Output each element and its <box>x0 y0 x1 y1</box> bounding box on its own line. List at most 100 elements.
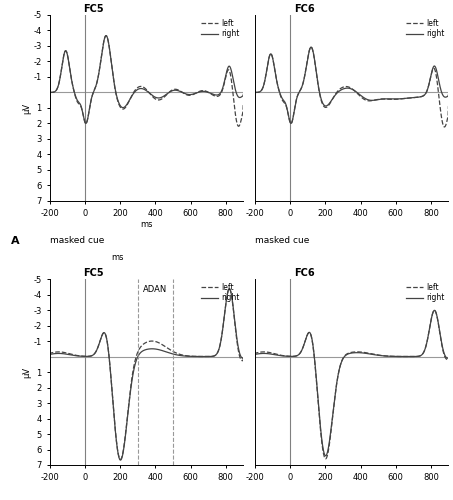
Line: left: left <box>50 36 243 126</box>
right <box>323 453 328 459</box>
Text: FC5: FC5 <box>83 4 103 14</box>
right <box>241 354 246 360</box>
Legend: left, right: left, right <box>406 283 445 302</box>
right <box>67 64 72 70</box>
Legend: left, right: left, right <box>406 19 445 38</box>
left <box>442 124 447 130</box>
right <box>386 96 391 102</box>
right <box>202 354 207 360</box>
left <box>337 86 343 91</box>
left <box>308 44 314 50</box>
right <box>126 99 131 105</box>
left <box>331 94 336 100</box>
Text: masked cue: masked cue <box>255 236 309 246</box>
left <box>180 352 186 358</box>
Line: right: right <box>50 36 243 124</box>
right <box>198 354 204 360</box>
right <box>272 352 277 358</box>
left <box>180 90 186 96</box>
left <box>337 362 343 368</box>
right <box>180 353 186 359</box>
left <box>252 90 258 96</box>
Line: left: left <box>255 310 448 459</box>
Text: FC5: FC5 <box>83 268 103 278</box>
right <box>404 96 409 102</box>
Text: masked cue: masked cue <box>50 236 104 246</box>
right <box>202 88 207 94</box>
right <box>198 88 204 94</box>
Text: A: A <box>11 236 20 246</box>
right <box>252 352 258 358</box>
right <box>241 92 246 98</box>
right <box>47 352 53 358</box>
Line: right: right <box>50 288 243 460</box>
X-axis label: ms: ms <box>140 220 153 228</box>
right <box>288 120 294 126</box>
Text: ms: ms <box>111 253 124 262</box>
Line: right: right <box>255 47 448 124</box>
right <box>103 32 109 38</box>
left <box>118 456 123 462</box>
right <box>446 92 451 98</box>
Y-axis label: μV: μV <box>23 366 32 378</box>
left <box>236 124 241 130</box>
left <box>446 356 451 362</box>
left <box>198 88 204 94</box>
Line: left: left <box>255 47 448 127</box>
right <box>125 407 131 413</box>
left <box>202 88 207 94</box>
left <box>241 100 246 106</box>
left <box>241 356 246 362</box>
left <box>67 64 72 70</box>
left <box>272 351 277 357</box>
left <box>103 32 109 38</box>
right <box>403 354 409 360</box>
right <box>407 95 412 101</box>
left <box>386 353 391 359</box>
Text: FC6: FC6 <box>294 4 314 14</box>
left <box>403 354 409 360</box>
left <box>323 456 328 462</box>
right <box>432 308 437 314</box>
right <box>67 352 72 358</box>
left <box>67 351 72 357</box>
right <box>446 354 451 360</box>
Line: left: left <box>50 289 243 460</box>
left <box>202 354 207 360</box>
right <box>47 90 53 96</box>
left <box>272 66 277 72</box>
Line: right: right <box>255 310 448 456</box>
right <box>331 406 336 411</box>
right <box>272 66 277 72</box>
right <box>180 90 186 96</box>
right <box>386 353 391 359</box>
left <box>47 90 53 96</box>
right <box>226 286 232 292</box>
Legend: left, right: left, right <box>201 283 240 302</box>
right <box>83 120 89 126</box>
Y-axis label: μV: μV <box>23 102 32 114</box>
left <box>252 352 258 358</box>
left <box>386 96 391 102</box>
right <box>308 44 314 50</box>
left <box>432 308 437 314</box>
left <box>125 100 131 106</box>
Text: ADAN: ADAN <box>143 285 168 294</box>
left <box>47 352 53 358</box>
left <box>403 96 409 102</box>
right <box>407 354 412 360</box>
left <box>133 357 138 363</box>
right <box>331 94 336 100</box>
right <box>252 90 258 96</box>
left <box>331 407 336 413</box>
right <box>338 87 343 93</box>
left <box>407 95 412 101</box>
Legend: left, right: left, right <box>201 19 240 38</box>
right <box>337 362 343 368</box>
left <box>125 405 131 411</box>
right <box>118 457 123 463</box>
left <box>226 286 232 292</box>
left <box>446 103 451 109</box>
right <box>133 88 138 94</box>
left <box>407 354 412 360</box>
